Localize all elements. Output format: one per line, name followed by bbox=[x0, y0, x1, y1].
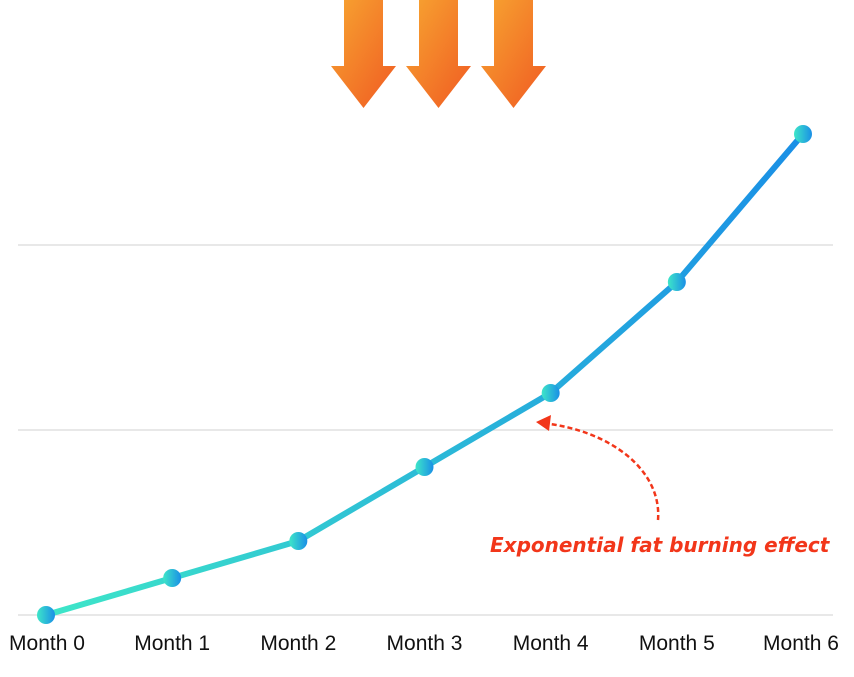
series-layer bbox=[37, 125, 812, 624]
down-arrow-icon bbox=[481, 0, 546, 108]
x-tick-label: Month 1 bbox=[134, 632, 210, 655]
x-axis-tick-labels: Month 0 Month 1 Month 2 Month 3 Month 4 Month… bbox=[9, 632, 839, 655]
x-tick-label: Month 4 bbox=[513, 632, 589, 655]
gridlines bbox=[18, 244, 833, 616]
annotation: Exponential fat burning effect bbox=[490, 415, 831, 557]
data-point bbox=[794, 125, 812, 143]
data-point bbox=[667, 273, 686, 291]
x-tick-label: Month 2 bbox=[260, 632, 336, 655]
down-arrows bbox=[331, 0, 546, 108]
data-point bbox=[541, 384, 560, 402]
x-tick-label: Month 3 bbox=[387, 632, 463, 655]
annotation-arrow bbox=[541, 421, 660, 521]
data-point bbox=[289, 532, 308, 550]
x-tick-label: Month 5 bbox=[639, 632, 715, 655]
down-arrow-icon bbox=[331, 0, 396, 108]
data-point bbox=[37, 606, 55, 624]
x-tick-label: Month 0 bbox=[9, 632, 85, 655]
annotation-arrowhead bbox=[536, 415, 551, 431]
data-point bbox=[415, 458, 434, 476]
data-point bbox=[163, 569, 182, 587]
down-arrow-icon bbox=[406, 0, 471, 108]
annotation-text: Exponential fat burning effect bbox=[490, 533, 831, 557]
x-tick-label: Month 6 bbox=[763, 632, 839, 655]
